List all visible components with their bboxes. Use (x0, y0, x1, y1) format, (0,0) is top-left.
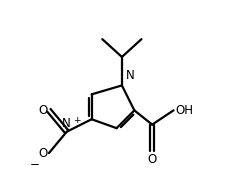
Text: +: + (73, 116, 80, 125)
Text: O: O (147, 153, 156, 166)
Text: N: N (62, 117, 71, 130)
Text: O: O (38, 104, 47, 117)
Text: OH: OH (175, 104, 192, 117)
Text: N: N (126, 69, 135, 82)
Text: O: O (38, 146, 47, 160)
Text: −: − (29, 158, 39, 171)
